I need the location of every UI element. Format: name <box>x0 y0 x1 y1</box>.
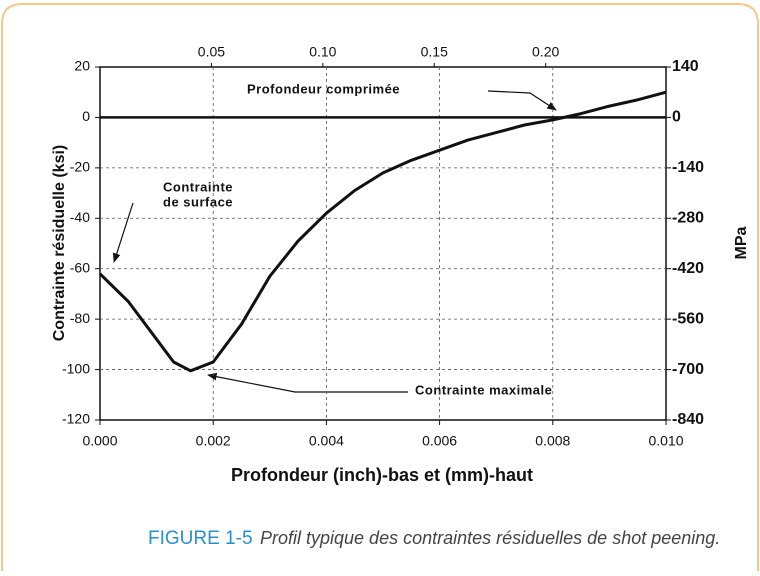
y-tick-label: -80 <box>70 310 90 326</box>
y-tick-label: -20 <box>70 159 90 175</box>
caption: Profil typique des contraintes résiduell… <box>260 528 720 548</box>
x-tick-label: 0.006 <box>422 433 457 449</box>
y-tick-label: -100 <box>62 360 90 376</box>
x2-tick-label: 0.20 <box>532 44 559 60</box>
y-tick-label: -120 <box>62 411 90 427</box>
caption-label: FIGURE 1-5 <box>148 528 253 549</box>
x-tick-label: 0.000 <box>82 433 117 449</box>
y2-axis-label: MPa <box>733 226 750 259</box>
x-tick-label: 0.002 <box>196 433 231 449</box>
x2-tick-label: 0.05 <box>198 44 225 60</box>
arrow <box>487 90 557 111</box>
annotation: de surface <box>163 194 233 209</box>
y-tick-label: 0 <box>82 108 90 124</box>
x-axis-label: Profondeur (inch)-bas et (mm)-haut <box>231 465 533 485</box>
y-tick-label: 20 <box>74 58 90 74</box>
y2-tick-label: -560 <box>672 310 704 327</box>
annotation: Contrainte <box>163 179 233 194</box>
plot-border <box>99 66 667 421</box>
x-tick-label: 0.008 <box>535 433 570 449</box>
y2-tick-label: -700 <box>672 361 704 378</box>
y2-tick-label: 0 <box>672 109 681 126</box>
y-tick-label: -60 <box>70 259 90 275</box>
x-tick-label: 0.010 <box>648 433 683 449</box>
x2-tick-label: 0.15 <box>421 44 448 60</box>
frame <box>1 3 759 571</box>
y2-tick-label: -280 <box>672 210 704 227</box>
y2-tick-label: -420 <box>672 260 704 277</box>
y-tick-label: -40 <box>70 209 90 225</box>
line <box>98 90 667 373</box>
arrow <box>207 372 408 393</box>
y-axis-label: Contrainte résiduelle (ksi) <box>51 145 68 342</box>
arrow <box>112 202 134 263</box>
y2-tick-label: 140 <box>672 58 699 75</box>
annotation: Contrainte maximale <box>415 382 552 397</box>
x2-tick-label: 0.10 <box>309 44 336 60</box>
y2-tick-label: -840 <box>672 411 704 428</box>
x-tick-label: 0.004 <box>309 433 344 449</box>
annotation: Profondeur comprimée <box>247 81 400 96</box>
y2-tick-label: -140 <box>672 159 704 176</box>
